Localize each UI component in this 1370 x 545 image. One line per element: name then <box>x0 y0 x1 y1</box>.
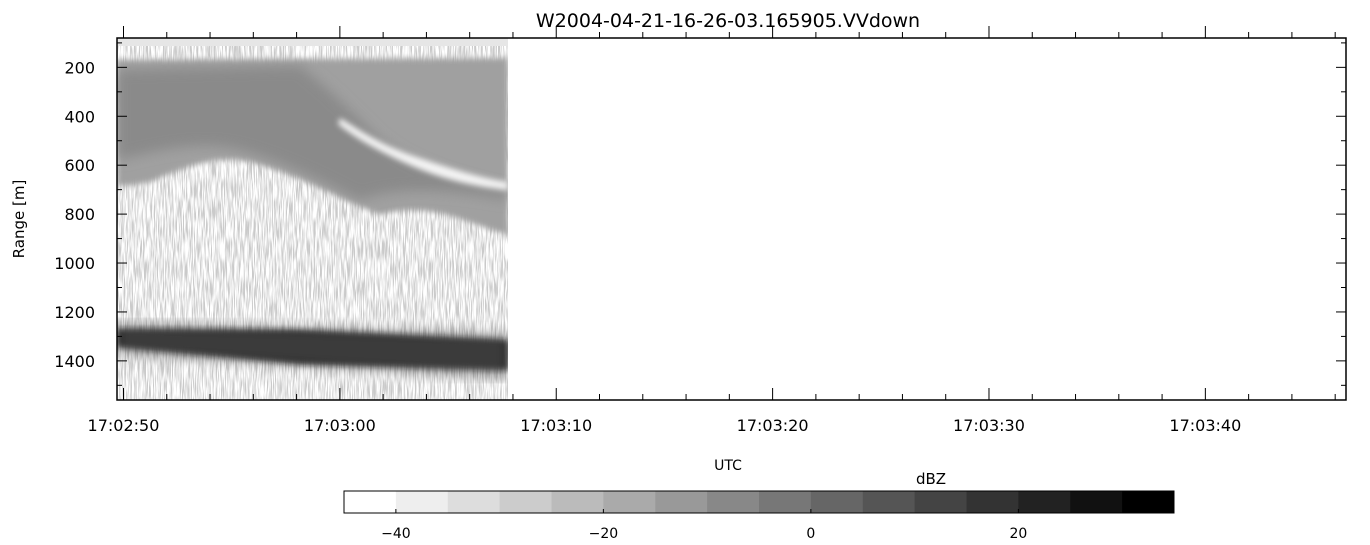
y-axis-label: Range [m] <box>10 180 28 259</box>
chart-title: W2004-04-21-16-26-03.165905.VVdown <box>536 10 920 32</box>
colorbar-segment <box>966 491 1019 513</box>
x-tick-label: 17:03:40 <box>1169 416 1241 435</box>
white-streak <box>338 118 508 190</box>
y-axis: 200 400 600 800 1000 1200 1400 <box>54 42 1346 386</box>
heatmap-data <box>117 38 508 400</box>
y-tick-label: 1200 <box>54 303 95 322</box>
colorbar-frame <box>343 490 1175 514</box>
upper-layer-core <box>117 66 508 200</box>
colorbar-segment <box>862 491 916 513</box>
colorbar-segment <box>603 491 656 513</box>
colorbar-segment <box>551 491 604 513</box>
colorbar-tick-label: 0 <box>806 526 815 542</box>
colorbar-title: dBZ <box>916 470 946 488</box>
colorbar-segment <box>1070 491 1123 513</box>
colorbar-segment <box>810 491 864 513</box>
y-tick-label: 800 <box>64 205 95 224</box>
y-tick-label: 200 <box>64 58 95 77</box>
colorbar-tick-label: −20 <box>589 526 619 542</box>
colorbar-segment <box>914 491 967 513</box>
colorbar-segment <box>1018 491 1071 513</box>
x-tick-label: 17:03:30 <box>953 416 1025 435</box>
colorbar: −40 −20 0 20 <box>343 490 1175 542</box>
x-axis-label: UTC <box>714 458 742 474</box>
colorbar-segment <box>1122 491 1175 513</box>
x-axis: 17:02:50 17:03:00 17:03:10 17:03:20 17:03:30… <box>88 26 1336 435</box>
y-tick-label: 600 <box>64 156 95 175</box>
colorbar-segment <box>447 491 501 513</box>
colorbar-segment <box>344 491 397 513</box>
near-range-strip <box>117 38 508 46</box>
x-tick-label: 17:03:10 <box>520 416 592 435</box>
colorbar-tick-label: −40 <box>381 526 411 542</box>
colorbar-segment <box>499 491 552 513</box>
colorbar-tick-label: 20 <box>1009 526 1027 542</box>
colorbar-segment <box>395 491 449 513</box>
plot-frame <box>116 37 1347 401</box>
y-tick-label: 400 <box>64 107 95 126</box>
dark-band-edge <box>117 323 508 378</box>
colorbar-segment <box>707 491 760 513</box>
colorbar-segment <box>759 491 812 513</box>
y-tick-label: 1000 <box>54 254 95 273</box>
colorbar-segment <box>655 491 708 513</box>
y-tick-label: 1400 <box>54 352 95 371</box>
x-tick-label: 17:03:20 <box>737 416 809 435</box>
x-tick-label: 17:03:00 <box>304 416 376 435</box>
x-tick-label: 17:02:50 <box>88 416 160 435</box>
